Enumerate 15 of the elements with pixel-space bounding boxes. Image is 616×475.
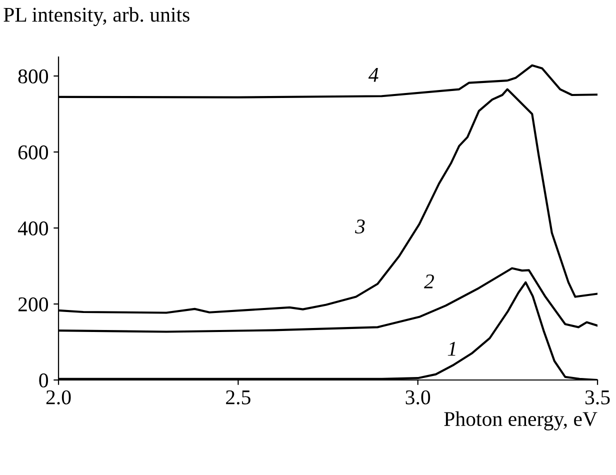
x-axis-title: Photon energy, eV [444,411,598,430]
x-tick-label: 3.0 [406,390,430,404]
y-tick-label: 200 [18,297,48,312]
x-tick-label: 2.5 [226,390,250,404]
y-tick-label: 0 [39,373,48,388]
y-axis-title: PL intensity, arb. units [4,7,190,26]
series-label: 1 [448,342,456,356]
x-tick-label: 3.5 [585,390,610,404]
x-tick-label: 2.0 [46,390,71,404]
y-tick-label: 400 [18,221,48,236]
y-tick-label: 600 [18,145,48,160]
series-label: 4 [368,68,378,82]
series-label: 2 [424,274,434,288]
y-tick-label: 800 [18,69,48,84]
series-label: 3 [355,220,365,234]
